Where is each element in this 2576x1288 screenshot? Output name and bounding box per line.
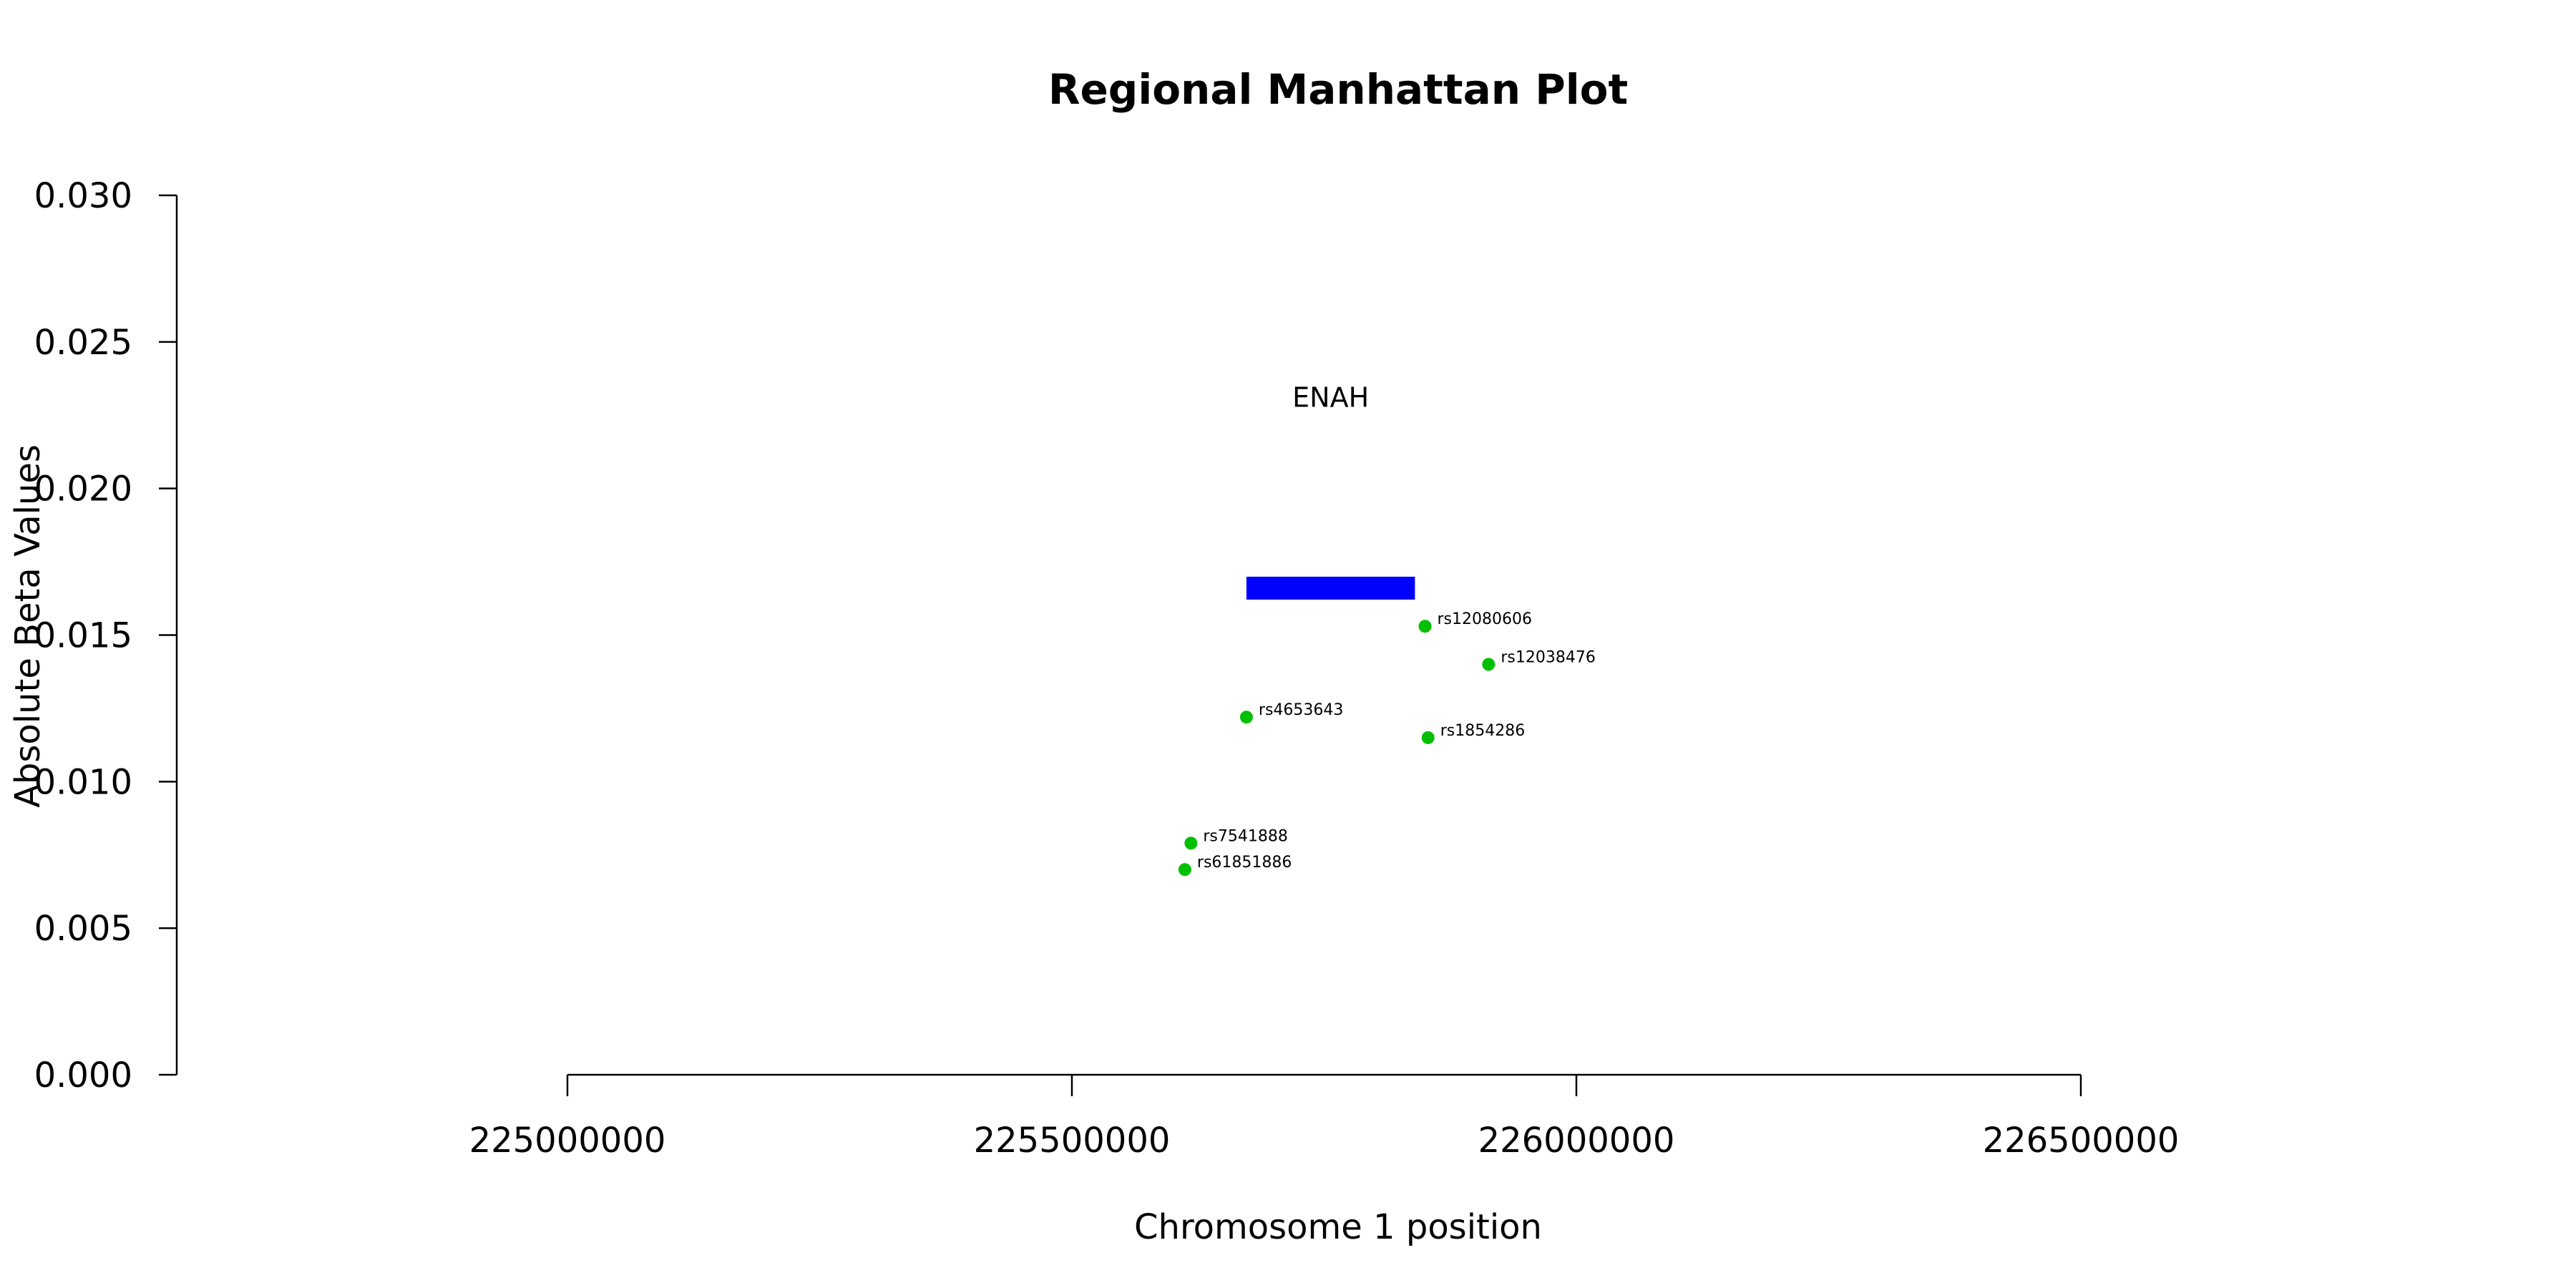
snp-point — [1421, 731, 1435, 744]
gene-bar — [1246, 576, 1415, 600]
snp-points: rs12080606 rs12038476 rs4653643 rs1854286 rs… — [1178, 610, 1596, 877]
snp-label: rs12038476 — [1501, 648, 1595, 666]
y-tick-label: 0.005 — [34, 909, 132, 949]
snp-point — [1178, 863, 1191, 877]
y-tick-label: 0.000 — [34, 1055, 132, 1096]
y-tick-label: 0.020 — [34, 469, 132, 509]
chart-title: Regional Manhattan Plot — [1048, 65, 1628, 114]
snp-label: rs12080606 — [1438, 610, 1532, 628]
snp-label: rs4653643 — [1259, 701, 1344, 719]
x-tick-label: 225500000 — [974, 1121, 1171, 1161]
snp-point — [1184, 836, 1198, 850]
snp-label: rs61851886 — [1197, 854, 1292, 872]
y-tick-label: 0.025 — [34, 323, 132, 363]
snp-point — [1418, 620, 1432, 633]
y-axis-label: Absolute Beta Values — [8, 444, 48, 808]
gene-track: ENAH — [1246, 382, 1415, 600]
snp-point — [1239, 711, 1253, 724]
y-tick-label: 0.010 — [34, 762, 132, 802]
snp-label: rs7541888 — [1203, 827, 1288, 845]
gene-label: ENAH — [1292, 382, 1369, 414]
x-tick-label: 226000000 — [1478, 1121, 1675, 1161]
x-tick-label: 225000000 — [469, 1121, 666, 1161]
x-axis-label: Chromosome 1 position — [1134, 1207, 1542, 1247]
y-tick-label: 0.030 — [34, 176, 132, 216]
x-axis: 225000000 225500000 226000000 226500000 — [469, 1073, 2180, 1161]
snp-point — [1482, 658, 1496, 671]
y-axis: 0.000 0.005 0.010 0.015 0.020 0.025 0.030 — [34, 176, 178, 1096]
snp-label: rs1854286 — [1440, 722, 1526, 740]
x-tick-label: 226500000 — [1983, 1121, 2180, 1161]
y-tick-label: 0.015 — [34, 616, 132, 656]
